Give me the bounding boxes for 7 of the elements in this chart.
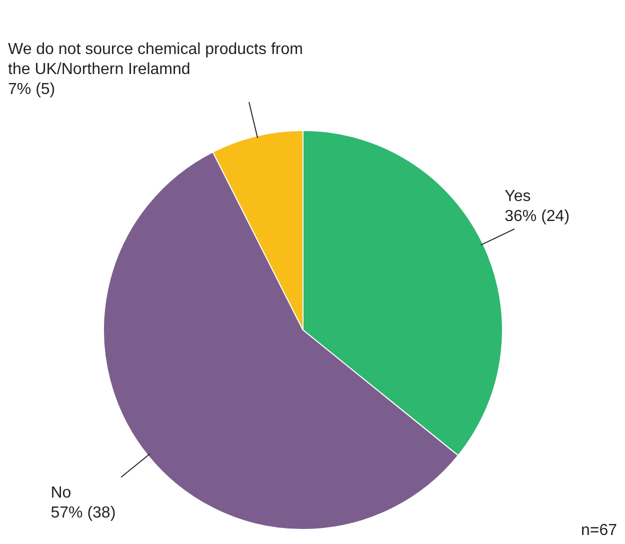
slice-label: We do not source chemical products from the UK/Northern Irelamnd [8,40,303,78]
text: n=67 [580,522,617,540]
data-label: 7% (5) [8,80,56,98]
data-label: 36% (24) [504,208,570,225]
slice-label: No [50,484,72,502]
slice-label: Yes [504,188,531,205]
data-label: 57% (38) [50,504,116,522]
